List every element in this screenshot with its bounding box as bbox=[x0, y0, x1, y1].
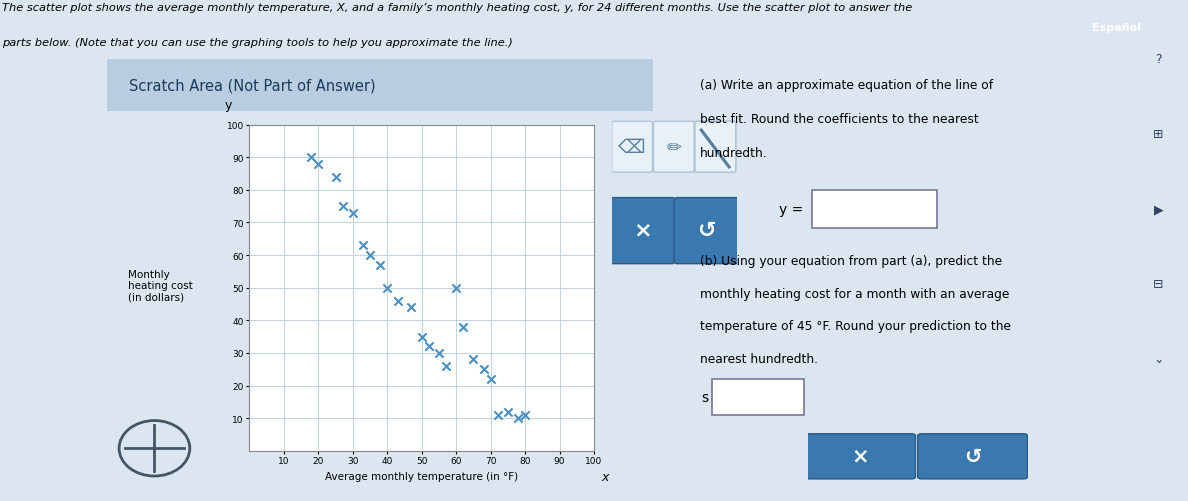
FancyBboxPatch shape bbox=[675, 198, 739, 264]
Text: ▶: ▶ bbox=[1154, 202, 1163, 215]
FancyBboxPatch shape bbox=[712, 379, 803, 415]
Point bbox=[419, 343, 438, 351]
Text: ⊞: ⊞ bbox=[1154, 128, 1163, 141]
Point bbox=[361, 252, 380, 260]
Text: ⌄: ⌄ bbox=[1154, 352, 1163, 365]
Text: y =: y = bbox=[779, 203, 808, 217]
Text: ⊟: ⊟ bbox=[1154, 278, 1163, 291]
Point bbox=[499, 408, 518, 416]
Point bbox=[488, 411, 507, 419]
Text: (b) Using your equation from part (a), predict the: (b) Using your equation from part (a), p… bbox=[700, 255, 1001, 268]
Text: monthly heating cost for a month with an average: monthly heating cost for a month with an… bbox=[700, 287, 1009, 300]
Point bbox=[402, 304, 421, 312]
Text: ×: × bbox=[852, 446, 870, 466]
Point bbox=[463, 356, 482, 364]
Text: The scatter plot shows the average monthly temperature, X, and a family’s monthl: The scatter plot shows the average month… bbox=[2, 3, 912, 13]
Point bbox=[378, 284, 397, 292]
Text: y: y bbox=[225, 99, 232, 112]
FancyBboxPatch shape bbox=[805, 434, 916, 479]
Point bbox=[388, 297, 407, 305]
Point bbox=[508, 414, 527, 422]
Text: temperature of 45 °F. Round your prediction to the: temperature of 45 °F. Round your predict… bbox=[700, 320, 1011, 332]
FancyBboxPatch shape bbox=[695, 122, 735, 173]
Text: hundredth.: hundredth. bbox=[700, 147, 767, 160]
FancyBboxPatch shape bbox=[611, 198, 675, 264]
FancyBboxPatch shape bbox=[107, 60, 653, 112]
Point bbox=[343, 209, 362, 217]
Text: (a) Write an approximate equation of the line of: (a) Write an approximate equation of the… bbox=[700, 79, 993, 92]
Text: Español: Español bbox=[1092, 23, 1142, 33]
Point bbox=[436, 362, 455, 370]
Text: nearest hundredth.: nearest hundredth. bbox=[700, 352, 817, 365]
Text: ⌫: ⌫ bbox=[619, 138, 646, 157]
Text: ↺: ↺ bbox=[963, 446, 981, 466]
Point bbox=[430, 349, 449, 357]
Text: Scratch Area (Not Part of Answer): Scratch Area (Not Part of Answer) bbox=[128, 79, 375, 94]
FancyBboxPatch shape bbox=[612, 122, 652, 173]
Point bbox=[326, 173, 345, 181]
Text: s: s bbox=[701, 390, 708, 404]
FancyBboxPatch shape bbox=[653, 122, 694, 173]
Point bbox=[481, 375, 500, 383]
Point bbox=[447, 284, 466, 292]
Text: best fit. Round the coefficients to the nearest: best fit. Round the coefficients to the … bbox=[700, 113, 979, 126]
Point bbox=[474, 366, 493, 374]
Point bbox=[309, 160, 328, 168]
Text: ↺: ↺ bbox=[696, 220, 715, 240]
Text: x: x bbox=[601, 470, 608, 483]
Point bbox=[454, 323, 473, 331]
FancyBboxPatch shape bbox=[917, 434, 1028, 479]
Point bbox=[412, 333, 431, 341]
FancyBboxPatch shape bbox=[811, 191, 936, 228]
Point bbox=[302, 154, 321, 162]
Text: ?: ? bbox=[1155, 53, 1162, 66]
Point bbox=[333, 202, 352, 210]
X-axis label: Average monthly temperature (in °F): Average monthly temperature (in °F) bbox=[326, 471, 518, 481]
Point bbox=[371, 262, 390, 270]
Text: ×: × bbox=[633, 220, 652, 240]
FancyBboxPatch shape bbox=[695, 122, 735, 173]
Point bbox=[354, 242, 373, 250]
Text: ✏: ✏ bbox=[666, 139, 682, 157]
Point bbox=[516, 411, 535, 419]
Text: parts below. (Note that you can use the graphing tools to help you approximate t: parts below. (Note that you can use the … bbox=[2, 38, 513, 48]
Text: Monthly
heating cost
(in dollars): Monthly heating cost (in dollars) bbox=[128, 269, 192, 302]
